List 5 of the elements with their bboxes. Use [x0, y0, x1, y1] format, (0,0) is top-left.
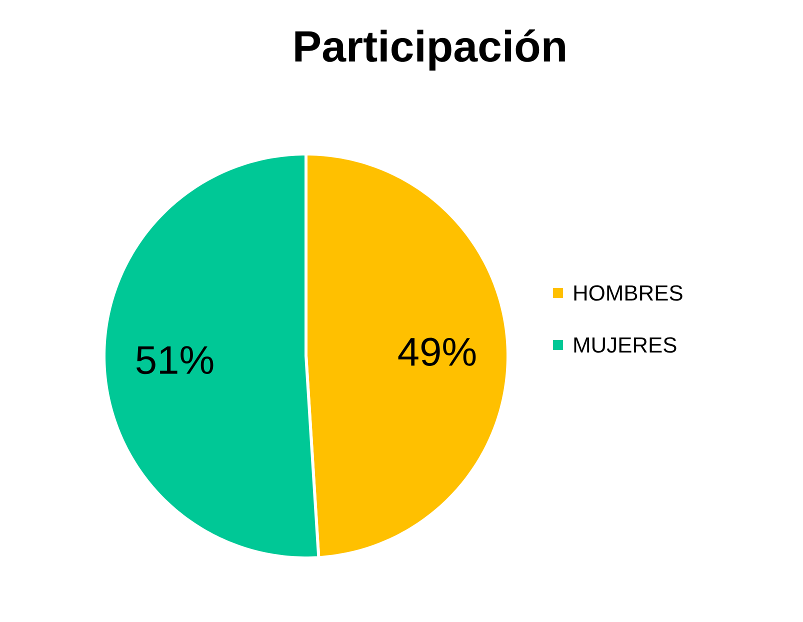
legend-label: HOMBRES: [574, 285, 682, 301]
legend-label: MUJERES: [574, 337, 676, 353]
data-label: 49%: [398, 338, 476, 366]
data-label: 51%: [136, 346, 214, 374]
chart-title: Participación: [295, 29, 565, 71]
